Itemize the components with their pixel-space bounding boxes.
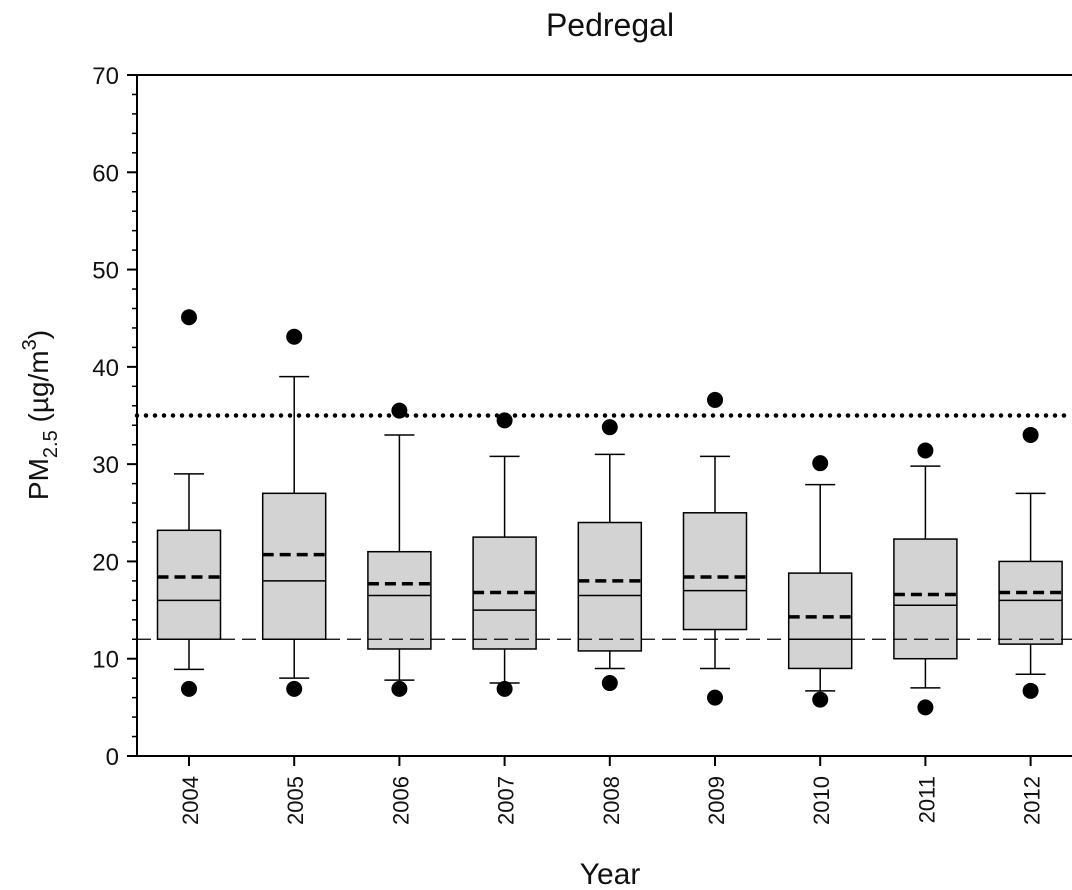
box [787,572,853,670]
box [577,521,643,652]
y-tick-label: 70 [92,63,119,90]
y-label-sub: 2.5 [40,430,62,458]
outlier [812,455,829,472]
box [261,492,327,641]
y-label-part: (µg/m [23,350,54,430]
y-tick-label: 40 [92,355,119,382]
box [156,529,222,641]
y-axis-label: PM2.5 (µg/m3) [19,330,62,500]
y-tick-label: 50 [92,258,119,285]
y-tick-label: 10 [92,647,119,674]
y-tick-label: 0 [106,744,119,771]
outlier [496,680,513,697]
box [682,512,748,631]
outlier [917,699,934,716]
outlier [391,402,408,419]
y-label-part: PM [23,458,54,500]
outlier [707,689,723,706]
box [893,538,958,660]
y-label-sup: 3 [19,339,41,350]
outlier [181,309,197,326]
x-tick-label: 2005 [283,776,308,825]
x-axis-label: Year [580,858,641,890]
outlier [707,391,723,408]
chart-title: Pedregal [546,7,674,43]
x-tick-label: 2004 [178,776,203,825]
outlier [181,680,197,697]
outlier [1022,682,1039,699]
x-tick-label: 2012 [1020,776,1045,825]
outlier [601,675,618,692]
outlier [286,328,303,345]
box [367,550,432,650]
x-tick-label: 2010 [809,776,834,825]
outlier [286,680,303,697]
y-tick-label: 60 [92,160,119,187]
outlier [601,419,618,436]
box [998,560,1063,645]
y-tick-label: 20 [92,549,119,576]
x-tick-label: 2008 [599,776,624,825]
x-tick-label: 2011 [914,776,939,823]
x-tick-label: 2009 [704,776,729,825]
outlier [391,680,408,697]
outlier [812,691,829,708]
y-label-part: ) [23,330,54,339]
y-tick-label: 30 [92,452,119,479]
x-tick-label: 2007 [494,776,519,825]
outlier [1022,426,1039,443]
x-tick-label: 2006 [388,776,413,825]
outlier [917,442,934,459]
outlier [496,412,513,429]
